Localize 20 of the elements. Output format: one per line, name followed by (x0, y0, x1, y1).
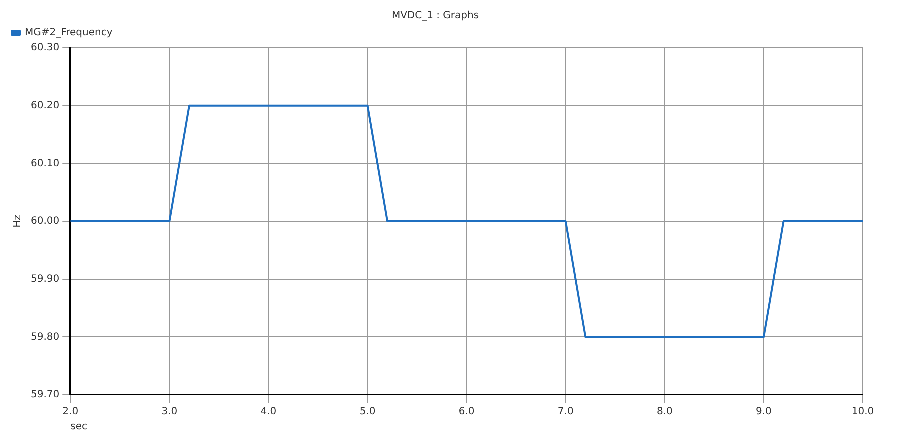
x-tick-label: 8.0 (656, 406, 673, 418)
x-tick-label: 3.0 (162, 406, 178, 418)
y-tick-label: 59.70 (30, 390, 60, 401)
y-tick-label: 60.20 (30, 100, 60, 112)
x-tick-label: 2.0 (62, 406, 79, 418)
x-tick-label: 6.0 (458, 406, 475, 418)
legend-label: MG#2_Frequency (25, 28, 113, 39)
y-tick-label: 60.30 (30, 42, 60, 54)
y-tick-label: 60.00 (30, 216, 60, 228)
x-tick-label: 7.0 (558, 406, 574, 418)
y-tick-label: 59.80 (30, 332, 60, 343)
y-axis-title: Hz (12, 215, 24, 228)
x-tick-label: 5.0 (360, 406, 376, 418)
x-tick-label: 4.0 (260, 406, 277, 418)
chart-title: MVDC_1 : Graphs (392, 10, 480, 22)
x-tick-label: 9.0 (756, 406, 772, 418)
y-tick-label: 60.10 (30, 158, 60, 170)
y-tick-label: 59.90 (30, 274, 60, 285)
x-tick-label: 10.0 (852, 406, 874, 418)
x-axis-title: sec (70, 422, 88, 433)
